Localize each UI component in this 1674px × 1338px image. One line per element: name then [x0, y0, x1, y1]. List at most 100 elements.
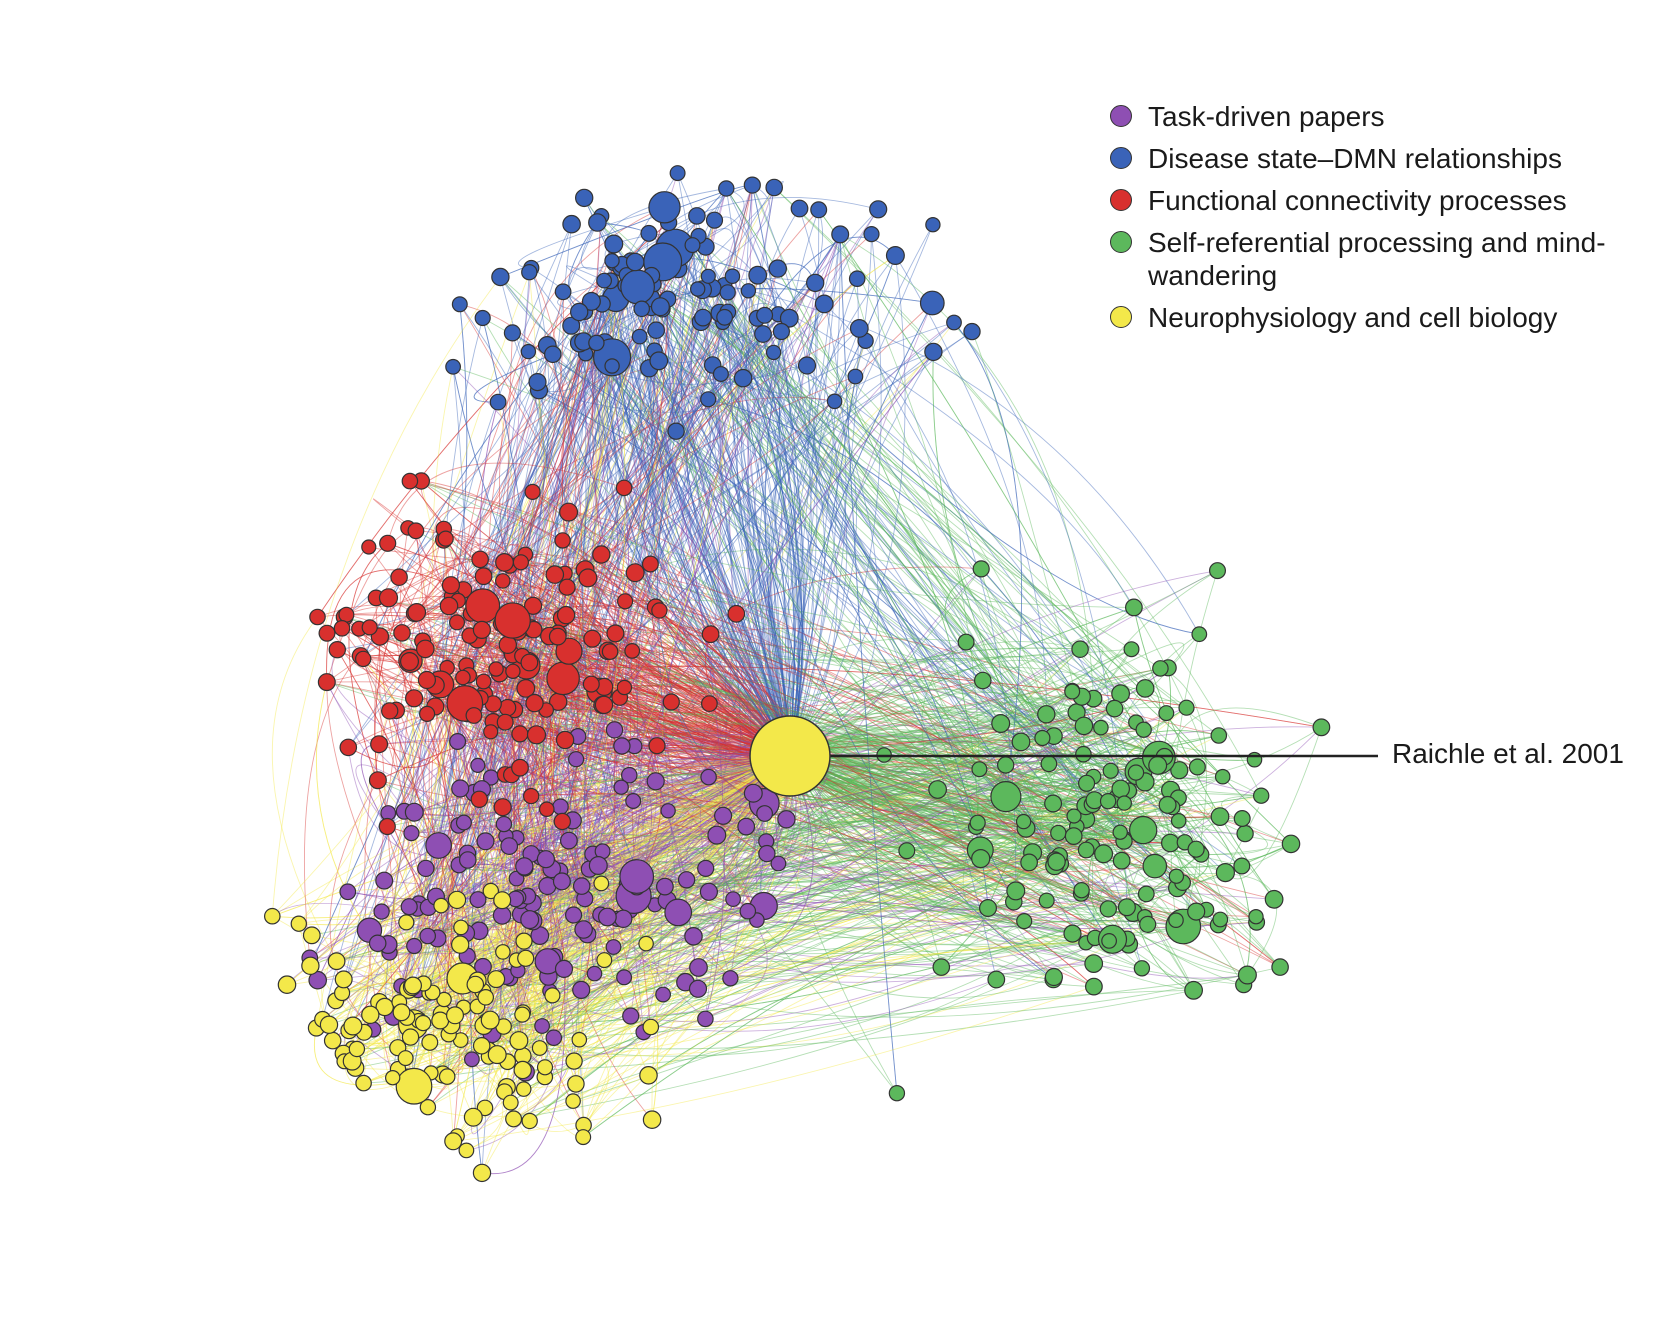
network-edge — [789, 755, 1147, 895]
network-edge — [377, 755, 791, 810]
network-node — [756, 805, 773, 822]
network-edge — [789, 711, 1043, 757]
network-edge — [546, 709, 1257, 923]
network-edge — [387, 542, 791, 757]
network-edge — [590, 301, 791, 757]
network-edge — [529, 662, 663, 1033]
network-node — [638, 935, 654, 952]
network-edge — [370, 979, 997, 1057]
network-node — [1063, 924, 1082, 943]
network-edge — [582, 800, 1109, 1138]
network-edge — [789, 733, 982, 859]
network-node — [1015, 813, 1032, 830]
network-node — [694, 308, 712, 327]
network-edge — [789, 641, 1081, 757]
network-node — [869, 200, 888, 219]
network-edge — [510, 860, 1122, 1103]
network-node — [1178, 699, 1195, 716]
network-edge — [336, 649, 479, 1041]
network-node — [754, 325, 772, 343]
network-node — [932, 958, 951, 976]
network-node — [806, 273, 825, 293]
network-edge — [705, 216, 779, 315]
network-edge — [378, 636, 402, 987]
network-node — [339, 738, 358, 757]
network-edge — [387, 311, 587, 827]
network-edge — [485, 331, 782, 1022]
network-node — [451, 296, 468, 313]
network-edge — [648, 920, 1184, 1076]
network-edge — [789, 401, 879, 757]
network-edge — [725, 188, 791, 757]
network-edge — [460, 795, 1006, 928]
network-node — [1248, 909, 1264, 925]
network-edge — [787, 331, 973, 757]
network-edge — [789, 755, 1137, 822]
network-node — [407, 603, 427, 622]
network-node — [415, 639, 435, 659]
network-edge — [648, 368, 801, 757]
network-edge — [473, 715, 1144, 743]
network-node — [474, 309, 491, 327]
network-edge — [512, 670, 791, 757]
network-edge — [775, 209, 820, 757]
network-edge — [343, 943, 415, 1090]
network-edge — [789, 755, 1086, 944]
network-node — [534, 1018, 550, 1034]
network-edge — [789, 731, 1202, 855]
network-edge — [481, 755, 791, 1174]
network-edge — [421, 480, 791, 757]
network-edge — [484, 693, 1148, 925]
network-edge — [525, 553, 791, 757]
network-edge — [531, 267, 791, 757]
network-edge — [536, 712, 656, 776]
network-node — [523, 787, 540, 805]
network-edge — [756, 318, 1024, 822]
network-edge — [789, 755, 979, 847]
network-edge — [483, 275, 759, 682]
network-node — [379, 534, 397, 552]
network-edge — [615, 354, 791, 757]
network-node — [700, 391, 717, 408]
network-edge — [641, 184, 771, 310]
network-edge — [430, 680, 984, 1074]
network-edge — [587, 331, 973, 579]
network-edge — [577, 298, 669, 373]
network-node — [604, 253, 620, 269]
network-edge — [473, 220, 715, 716]
network-edge — [953, 322, 1022, 797]
network-node — [515, 932, 533, 950]
network-edge — [524, 764, 1158, 867]
network-node — [487, 970, 506, 989]
network-edge — [643, 691, 1073, 1033]
network-edge — [411, 755, 791, 834]
network-node — [1093, 719, 1109, 736]
network-edge — [953, 322, 1022, 797]
network-node — [712, 366, 729, 383]
network-edge — [647, 745, 791, 786]
network-node — [482, 882, 499, 900]
network-edge — [351, 806, 1173, 1062]
network-node — [520, 343, 537, 360]
network-node — [990, 780, 1022, 813]
network-edge — [458, 864, 1016, 923]
network-node — [690, 281, 706, 297]
network-edge — [562, 540, 1226, 874]
network-edge — [637, 289, 703, 882]
legend-label: Disease state–DMN relationships — [1148, 143, 1562, 174]
network-edge — [348, 542, 429, 908]
network-node — [455, 814, 472, 831]
network-edge — [526, 665, 580, 887]
network-node — [554, 283, 572, 301]
network-node — [511, 725, 529, 743]
network-edge — [752, 331, 791, 757]
network-node — [405, 689, 424, 708]
network-node — [370, 735, 389, 754]
network-node — [545, 565, 565, 584]
network-node — [1034, 729, 1051, 747]
network-node — [625, 792, 642, 809]
network-edge — [309, 530, 426, 959]
network-edge — [601, 215, 1187, 709]
network-edge — [1092, 633, 1200, 938]
